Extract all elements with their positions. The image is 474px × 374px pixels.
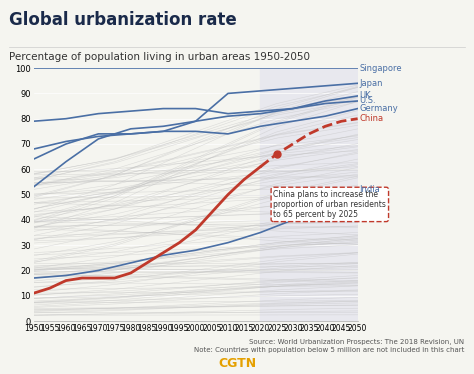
Text: Germany: Germany — [359, 104, 398, 113]
Text: Source: World Urbanization Prospects: The 2018 Revision, UN
Note: Countries with: Source: World Urbanization Prospects: Th… — [194, 339, 465, 353]
Text: Global urbanization rate: Global urbanization rate — [9, 11, 237, 29]
Text: India: India — [359, 185, 380, 194]
Text: UK: UK — [359, 91, 371, 101]
Text: China plans to increase the
proportion of urban residents
to 65 percent by 2025: China plans to increase the proportion o… — [273, 190, 386, 219]
Text: Percentage of population living in urban areas 1950-2050: Percentage of population living in urban… — [9, 52, 310, 62]
Text: Singapore: Singapore — [359, 64, 402, 73]
Bar — [260, 68, 358, 321]
Text: Japan: Japan — [359, 79, 383, 88]
Text: U.S.: U.S. — [359, 96, 376, 105]
Text: CGTN: CGTN — [218, 357, 256, 370]
Text: China: China — [359, 114, 383, 123]
